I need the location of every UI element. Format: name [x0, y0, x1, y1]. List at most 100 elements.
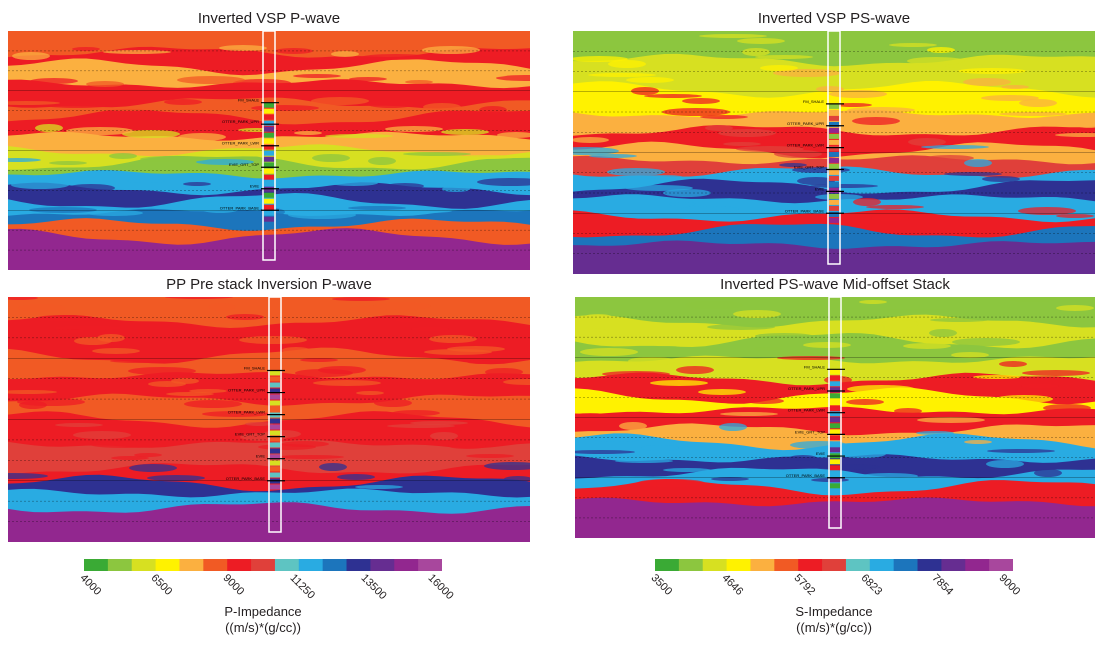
texture-streak [746, 398, 784, 404]
colorbar-swatch [274, 559, 300, 571]
texture-streak [233, 79, 291, 87]
texture-streak [447, 346, 505, 352]
formation-top-label: EVIE [815, 186, 824, 191]
texture-streak [982, 176, 1020, 182]
tick-label: 11250 [287, 572, 318, 602]
tick-label: 13500 [358, 572, 389, 603]
texture-streak [626, 77, 674, 83]
colorbar-swatch [179, 559, 204, 571]
texture-streak [355, 485, 403, 489]
texture-streak [404, 209, 452, 213]
texture-streak [871, 215, 909, 221]
texture-streak [707, 324, 775, 330]
panel-vsp-p-wave: Inverted VSP P-wave FM_SHALE OTTER_PARK_U… [8, 8, 530, 270]
texture-streak [952, 338, 1020, 346]
tick-label: 9000 [996, 572, 1023, 598]
colorbar-swatch [155, 559, 180, 571]
tick-label: 5792 [791, 572, 818, 598]
colorbar-swatch [750, 559, 775, 571]
colorbar-name: P-Impedance [224, 604, 302, 619]
texture-streak [930, 318, 988, 322]
texture-streak [881, 320, 919, 328]
texture-streak [986, 460, 1024, 468]
colorbar-swatch [394, 559, 419, 571]
texture-streak [742, 48, 770, 56]
texture-streak [894, 408, 922, 414]
texture-streak [816, 86, 844, 92]
formation-top: OTTER_PARK_BASE [220, 205, 279, 211]
texture-streak [91, 442, 159, 448]
texture-streak [356, 391, 384, 395]
colorbar-swatch [726, 559, 751, 571]
tick-label: 7854 [929, 572, 956, 598]
texture-streak [580, 348, 638, 356]
texture-streak [908, 138, 946, 146]
texture-streak [720, 412, 778, 416]
texture-streak [945, 64, 983, 68]
seismic-section: FM_SHALE OTTER_PARK_UPR OTTER_PARK_LWR EVIE… [8, 31, 530, 270]
impedance-section: FM_SHALE OTTER_PARK_UPR OTTER_PARK_LWR EVIE… [575, 297, 1095, 538]
texture-streak [485, 368, 523, 376]
texture-streak [497, 132, 530, 138]
texture-streak [890, 124, 918, 128]
formation-top-label: EVIE [256, 454, 265, 459]
texture-streak [36, 315, 94, 321]
texture-streak [37, 412, 75, 418]
texture-streak [779, 163, 807, 167]
tick-label: 4646 [719, 572, 746, 598]
texture-streak [1056, 214, 1094, 218]
texture-streak [705, 125, 733, 131]
texture-streak [958, 68, 1026, 74]
formation-top: OTTER_PARK_UPR [228, 388, 285, 394]
texture-streak [573, 147, 619, 155]
texture-streak [465, 357, 530, 361]
panel-vsp-ps-wave: Inverted VSP PS-wave FM_SHALE OTTER_PARK_… [573, 8, 1095, 274]
texture-streak [575, 413, 609, 421]
texture-streak [927, 47, 955, 53]
texture-streak [963, 78, 1011, 86]
texture-streak [662, 108, 730, 116]
texture-streak [615, 459, 673, 463]
texture-streak [459, 155, 517, 159]
formation-top: OTTER_PARK_UPR [788, 386, 845, 392]
colorbar-swatch [774, 559, 799, 571]
texture-streak [30, 78, 78, 84]
texture-streak [393, 316, 421, 322]
texture-streak [410, 421, 468, 425]
colorbar-swatch [203, 559, 228, 571]
texture-streak [573, 137, 609, 143]
texture-streak [54, 326, 122, 330]
texture-streak [403, 152, 471, 156]
colorbar-swatch [655, 559, 680, 571]
texture-streak [1034, 469, 1062, 477]
impedance-section: FM_SHALE OTTER_PARK_UPR OTTER_PARK_LWR EVIE… [8, 31, 530, 270]
panel-title: Inverted PS-wave Mid-offset Stack [720, 276, 950, 293]
texture-streak [645, 175, 683, 179]
formation-top: OTTER_PARK_LWR [222, 141, 279, 147]
texture-streak [737, 38, 785, 44]
texture-streak [387, 424, 455, 428]
texture-streak [903, 343, 951, 349]
texture-streak [589, 154, 637, 158]
texture-streak [48, 104, 106, 108]
texture-streak [663, 468, 711, 472]
texture-streak [8, 297, 38, 300]
texture-streak [773, 69, 841, 77]
texture-streak [171, 378, 199, 384]
texture-streak [838, 450, 886, 458]
formation-top: FM_SHALE [804, 364, 845, 370]
colorbar-swatch [251, 559, 276, 571]
formation-top-label: EVIE_GRT_TOP [795, 429, 825, 434]
panel-title: Inverted VSP PS-wave [757, 10, 911, 27]
texture-streak [183, 182, 211, 186]
texture-streak [719, 423, 747, 431]
texture-streak [1075, 120, 1095, 128]
colorbar-swatch [227, 559, 252, 571]
texture-streak [127, 179, 165, 183]
formation-top-label: OTTER_PARK_UPR [787, 121, 824, 126]
texture-streak [110, 359, 168, 363]
formation-top-label: OTTER_PARK_BASE [226, 476, 266, 481]
formation-top-label: EVIE_GRT_TOP [229, 162, 259, 167]
texture-streak [654, 346, 682, 350]
texture-streak [698, 389, 746, 395]
